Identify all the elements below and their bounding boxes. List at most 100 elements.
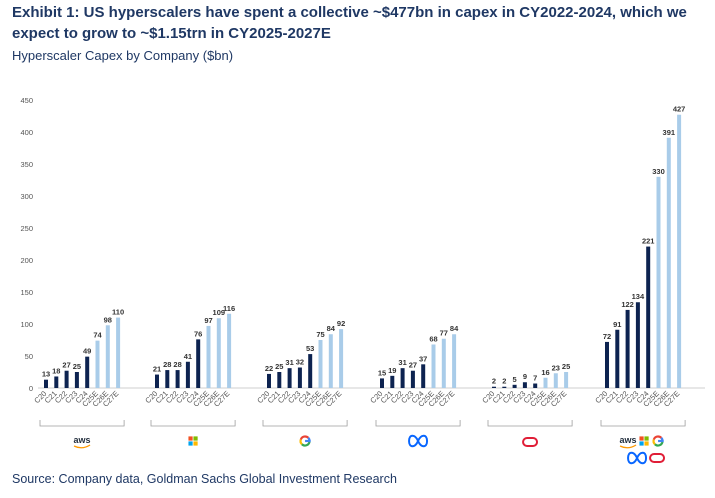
bar xyxy=(533,383,538,388)
data-label: 76 xyxy=(194,329,202,338)
data-label: 2 xyxy=(502,377,506,386)
google-arc-red xyxy=(652,435,663,440)
meta-infinity xyxy=(408,434,429,448)
data-label: 53 xyxy=(306,344,314,353)
group-google: 22C2025C2131C2232C2353C2475C25E84C26E92C… xyxy=(255,319,348,447)
meta-infinity xyxy=(627,451,648,465)
y-tick-label: 300 xyxy=(20,192,33,201)
bar xyxy=(277,372,282,388)
group-microsoft: 21C2028C2128C2241C2376C2497C25E109C26E11… xyxy=(143,304,236,446)
bar xyxy=(105,325,110,388)
bar xyxy=(615,329,620,388)
google-logo-icon xyxy=(299,435,311,447)
data-label: 37 xyxy=(419,354,427,363)
group-total: 72C2091C21122C22134C23221C24330C25E391C2… xyxy=(593,105,686,465)
bar xyxy=(328,334,333,388)
bar xyxy=(564,372,569,388)
chart-subtitle: Hyperscaler Capex by Company ($bn) xyxy=(12,48,234,63)
google-arc-red xyxy=(299,435,310,440)
bar xyxy=(185,361,190,388)
data-label: 41 xyxy=(184,352,192,361)
aws-smile xyxy=(619,444,637,449)
bar xyxy=(635,302,640,388)
group-bracket xyxy=(39,420,125,427)
data-label: 27 xyxy=(62,361,70,370)
bar xyxy=(543,377,548,388)
bar xyxy=(206,325,211,388)
bar xyxy=(512,384,517,388)
group-bracket xyxy=(600,420,686,427)
y-tick-label: 0 xyxy=(29,384,33,393)
aws-logo-icon: aws xyxy=(619,435,637,449)
y-tick-label: 50 xyxy=(25,352,33,361)
bar xyxy=(95,340,100,388)
data-label: 23 xyxy=(552,363,560,372)
bar xyxy=(196,339,201,388)
ms-square-red xyxy=(188,436,193,441)
data-label: 27 xyxy=(409,361,417,370)
data-label: 91 xyxy=(613,320,621,329)
ms-square-red xyxy=(639,436,644,441)
ms-square-yellow xyxy=(644,441,649,446)
data-label: 19 xyxy=(388,366,396,375)
data-label: 77 xyxy=(440,329,448,338)
bar xyxy=(64,370,69,388)
data-label: 122 xyxy=(621,300,634,309)
data-label: 5 xyxy=(513,375,517,384)
bar xyxy=(74,372,79,388)
bar xyxy=(553,373,558,388)
y-tick-label: 400 xyxy=(20,128,33,137)
group-meta: 15C2019C2131C2227C2337C2468C25E77C26E84C… xyxy=(368,324,461,448)
data-label: 25 xyxy=(275,362,283,371)
data-label: 31 xyxy=(398,358,406,367)
data-label: 32 xyxy=(296,358,304,367)
data-label: 68 xyxy=(429,334,437,343)
data-label: 7 xyxy=(533,374,537,383)
data-label: 25 xyxy=(562,362,570,371)
google-logo-icon xyxy=(652,435,664,447)
data-label: 21 xyxy=(153,365,161,374)
data-label: 97 xyxy=(204,316,212,325)
data-label: 134 xyxy=(632,292,645,301)
aws-smile xyxy=(73,444,91,449)
data-label: 22 xyxy=(265,364,273,373)
bar xyxy=(452,334,457,388)
group-bracket xyxy=(150,420,236,427)
aws-wordmark: aws xyxy=(620,435,637,445)
data-label: 9 xyxy=(523,372,527,381)
aws-wordmark: aws xyxy=(74,435,91,445)
data-label: 15 xyxy=(378,368,386,377)
ms-square-green xyxy=(193,436,198,441)
group-bracket xyxy=(262,420,348,427)
bar xyxy=(410,370,415,388)
bar xyxy=(646,246,651,388)
ms-square-blue xyxy=(639,441,644,446)
capex-bar-chart: 05010015020025030035040045013C2018C2127C… xyxy=(20,96,705,465)
data-label: 110 xyxy=(112,308,124,317)
source-note: Source: Company data, Goldman Sachs Glob… xyxy=(12,472,397,486)
bar xyxy=(431,344,436,388)
bar xyxy=(677,114,682,388)
bar xyxy=(44,379,48,388)
bar xyxy=(54,376,59,388)
bar xyxy=(666,137,671,388)
bar xyxy=(625,309,630,388)
data-label: 13 xyxy=(42,370,50,379)
meta-logo-icon xyxy=(408,434,429,448)
y-tick-label: 250 xyxy=(20,224,33,233)
y-tick-label: 200 xyxy=(20,256,33,265)
microsoft-logo-icon xyxy=(188,436,198,446)
google-arc-yellow xyxy=(652,439,656,445)
bar xyxy=(85,356,90,388)
y-tick-label: 350 xyxy=(20,160,33,169)
data-label: 28 xyxy=(163,360,171,369)
data-label: 330 xyxy=(652,167,665,176)
bar xyxy=(400,368,405,388)
group-bracket xyxy=(487,420,573,427)
bar xyxy=(522,382,527,388)
data-label: 116 xyxy=(223,304,235,313)
bar xyxy=(267,373,271,388)
y-tick-label: 100 xyxy=(20,320,33,329)
data-label: 74 xyxy=(93,331,102,340)
ms-square-yellow xyxy=(193,441,198,446)
